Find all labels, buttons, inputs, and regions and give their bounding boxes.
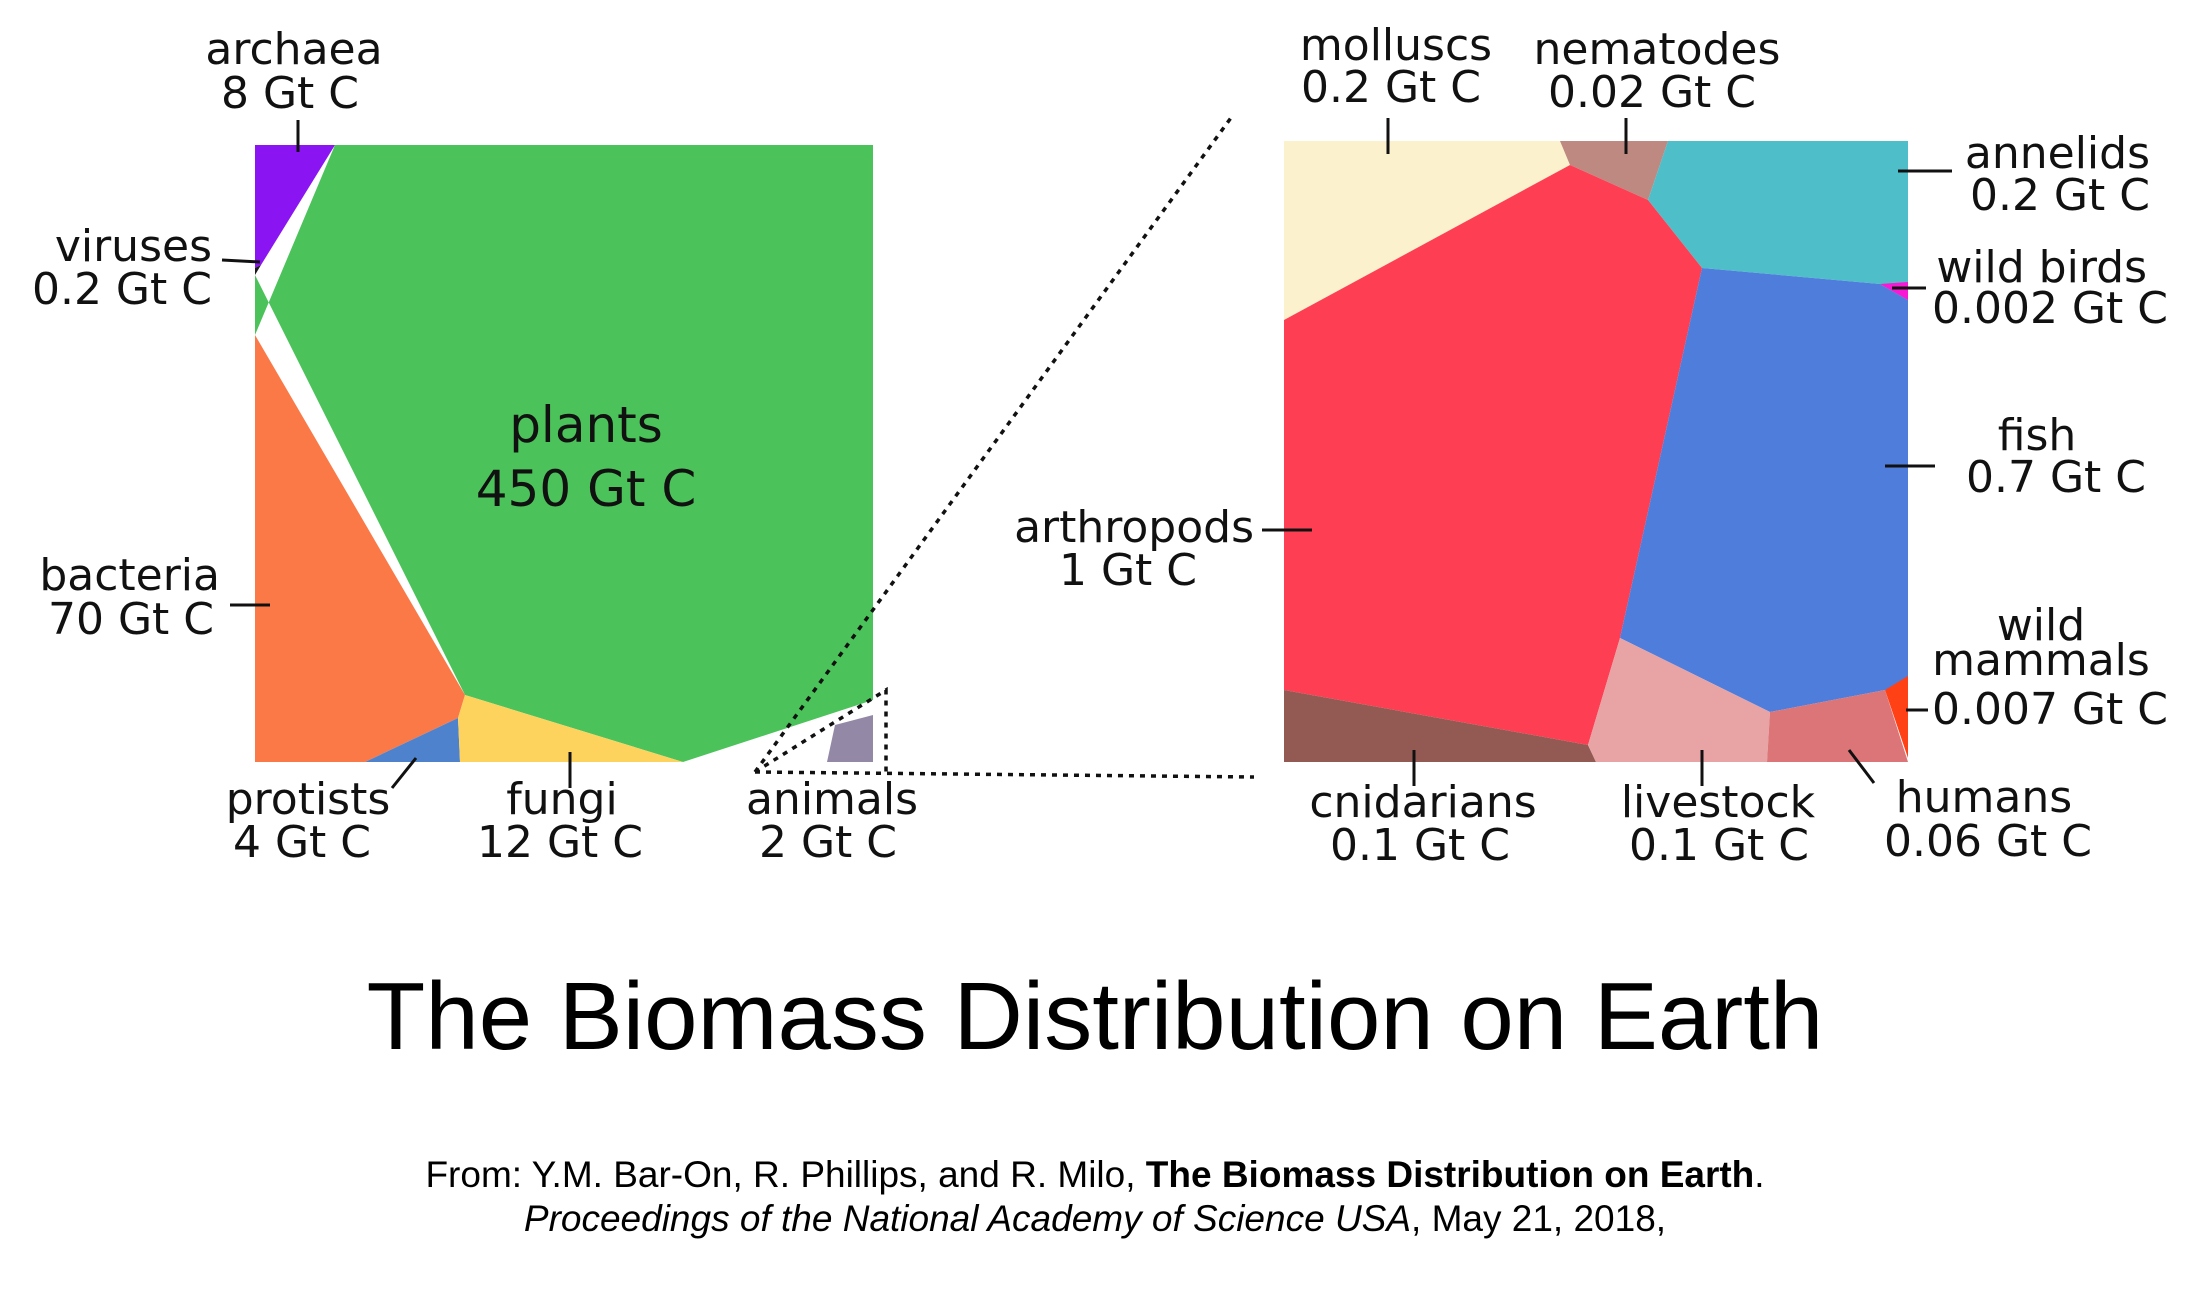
humans-value: 0.06 Gt C	[1884, 816, 2092, 867]
plants-name: plants	[509, 396, 663, 454]
cell-humans	[1767, 690, 1908, 762]
citation-authors: From: Y.M. Bar-On, R. Phillips, and R. M…	[425, 1154, 1146, 1195]
citation: From: Y.M. Bar-On, R. Phillips, and R. M…	[0, 1153, 2190, 1241]
protists-value: 4 Gt C	[233, 817, 371, 868]
plants-value: 450 Gt C	[476, 460, 696, 518]
cnidarians-value: 0.1 Gt C	[1330, 820, 1510, 871]
left-labels: archaea 8 Gt C viruses 0.2 Gt C bacteria…	[32, 24, 918, 868]
cell-annelids	[1648, 141, 1908, 300]
citation-journal: Proceedings of the National Academy of S…	[523, 1198, 1412, 1239]
humans-name: humans	[1896, 772, 2072, 823]
wild-mammals-value: 0.007 Gt C	[1932, 684, 2168, 735]
cell-fish	[1620, 268, 1908, 712]
cell-wild-mammals	[1885, 676, 1908, 758]
annelids-value: 0.2 Gt C	[1970, 170, 2150, 221]
archaea-name: archaea	[205, 24, 382, 75]
cell-nematodes	[1560, 141, 1668, 200]
citation-line-2: Proceedings of the National Academy of S…	[0, 1197, 2190, 1241]
fungi-name: fungi	[506, 774, 617, 825]
cell-animals	[827, 715, 873, 762]
cnidarians-name: cnidarians	[1309, 777, 1536, 828]
figure-title: The Biomass Distribution on Earth	[366, 963, 1824, 1070]
archaea-value: 8 Gt C	[221, 68, 359, 119]
cell-protists	[365, 718, 460, 762]
left-treemap	[255, 145, 873, 762]
cell-livestock	[1588, 638, 1770, 762]
arthropods-value: 1 Gt C	[1059, 545, 1197, 596]
cell-viruses	[255, 265, 261, 275]
molluscs-name: molluscs	[1300, 20, 1492, 71]
wild-mammals-name-line1: wild	[1997, 600, 2085, 651]
citation-paper-title: The Biomass Distribution on Earth	[1145, 1154, 1755, 1195]
wild-mammals-name-line2: mammals	[1932, 635, 2150, 686]
cell-plants	[255, 145, 873, 762]
cell-cnidarians	[1284, 690, 1596, 762]
cell-arthropods	[1284, 165, 1702, 745]
arthropods-name: arthropods	[1014, 502, 1254, 553]
right-treemap	[1284, 141, 1908, 762]
protists-name: protists	[226, 774, 391, 825]
viruses-name: viruses	[55, 221, 212, 272]
livestock-value: 0.1 Gt C	[1629, 820, 1809, 871]
nematodes-value: 0.02 Gt C	[1548, 67, 1756, 118]
molluscs-value: 0.2 Gt C	[1301, 62, 1481, 113]
protists-tick	[390, 757, 418, 789]
fish-name: fish	[1998, 410, 2077, 461]
citation-line-1: From: Y.M. Bar-On, R. Phillips, and R. M…	[0, 1153, 2190, 1197]
fish-value: 0.7 Gt C	[1966, 452, 2146, 503]
annelids-name: annelids	[1965, 128, 2150, 179]
fungi-value: 12 Gt C	[477, 817, 643, 868]
citation-date: , May 21, 2018,	[1411, 1198, 1667, 1239]
livestock-name: livestock	[1621, 777, 1816, 828]
humans-tick	[1847, 749, 1876, 784]
nematodes-name: nematodes	[1534, 24, 1781, 75]
cell-fungi	[458, 695, 683, 762]
zoom-connector	[753, 113, 1255, 779]
animals-name: animals	[746, 774, 918, 825]
wild-birds-value: 0.002 Gt C	[1932, 283, 2168, 334]
zoom-line-top	[753, 113, 1235, 774]
cell-bacteria	[255, 335, 465, 762]
bacteria-name: bacteria	[39, 550, 220, 601]
cell-molluscs	[1284, 141, 1570, 320]
zoom-bracket	[754, 686, 888, 774]
animals-value: 2 Gt C	[759, 817, 897, 868]
citation-period: .	[1754, 1154, 1765, 1195]
cell-archaea	[255, 145, 335, 268]
bacteria-value: 70 Gt C	[48, 594, 214, 645]
wild-birds-name: wild birds	[1936, 242, 2147, 293]
viruses-value: 0.2 Gt C	[32, 264, 212, 315]
right-labels: molluscs 0.2 Gt C nematodes 0.02 Gt C an…	[1014, 20, 2168, 871]
viruses-tick	[221, 258, 261, 264]
